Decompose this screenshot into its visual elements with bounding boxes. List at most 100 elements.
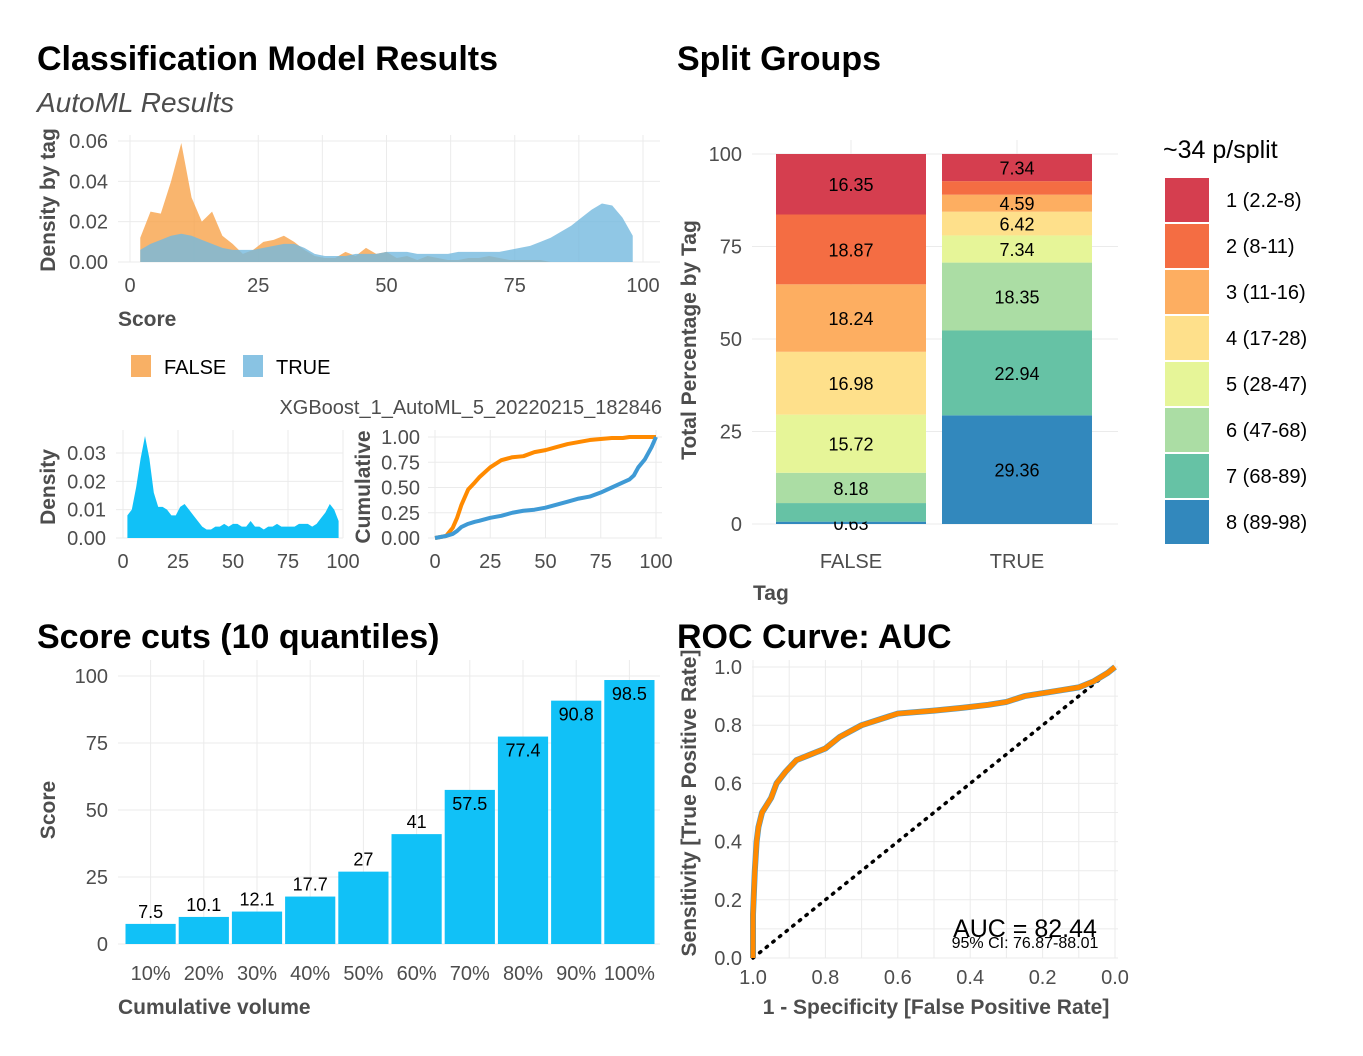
y-tick-label: 0.02 xyxy=(67,471,106,493)
y-tick-label: 100 xyxy=(75,666,108,688)
y-tick-label: 25 xyxy=(720,422,742,444)
x-tick-label: 75 xyxy=(590,551,612,573)
legend-label-2: 2 (8-11) xyxy=(1226,236,1295,258)
x-tick-label: 60% xyxy=(397,963,437,985)
y-tick-label: 0.4 xyxy=(714,832,742,854)
split-segment-1 xyxy=(776,154,926,215)
score-bar xyxy=(178,916,229,944)
score-bar-label: 17.7 xyxy=(293,875,328,895)
y-tick-label: 0.03 xyxy=(67,443,106,465)
y-axis-label: Score xyxy=(37,781,60,839)
legend-swatch-7 xyxy=(1165,454,1209,498)
density-by-tag-chart: 0 25 50 75 100 0.00 0.02 0.04 0.06 Score Density b… xyxy=(37,128,660,331)
score-bar xyxy=(604,680,655,944)
split-segment-6 xyxy=(942,262,1092,331)
split-value-label: 8.18 xyxy=(833,479,868,499)
score-bar-label: 77.4 xyxy=(505,741,540,761)
model-name: XGBoost_1_AutoML_5_20220215_182846 xyxy=(279,397,662,419)
split-value-label: 6.42 xyxy=(999,215,1034,235)
x-tick-label: FALSE xyxy=(820,551,882,573)
legend-swatch-1 xyxy=(1165,178,1209,222)
y-axis-label: Cumulative xyxy=(352,430,375,543)
y-axis-label: Sensitivity [True Positive Rate] xyxy=(678,650,701,957)
main-title: Classification Model Results xyxy=(37,40,498,78)
x-tick-label: 70% xyxy=(450,963,490,985)
x-tick-label: 0.2 xyxy=(1029,967,1057,989)
legend-swatch-3 xyxy=(1165,270,1209,314)
score-bar-label: 57.5 xyxy=(452,794,487,814)
y-tick-label: 0.75 xyxy=(381,452,420,474)
cumulative-line-false xyxy=(434,435,656,540)
y-tick-label: 25 xyxy=(86,867,108,889)
density-area-total xyxy=(127,436,339,538)
x-tick-label: 100 xyxy=(639,551,672,573)
score-bar xyxy=(551,700,602,944)
y-axis-label: Total Percentage by Tag xyxy=(678,220,701,460)
x-tick-label: 100 xyxy=(326,551,359,573)
x-tick-label: 25 xyxy=(479,551,501,573)
legend-label-5: 5 (28-47) xyxy=(1226,374,1307,396)
split-segment-3 xyxy=(942,194,1092,212)
split-segment-3 xyxy=(776,284,926,352)
split-segment-8 xyxy=(776,521,926,524)
score-bar xyxy=(231,911,283,944)
legend-label-6: 6 (47-68) xyxy=(1226,420,1307,442)
score-bar-label: 27 xyxy=(353,850,373,870)
y-tick-label: 0.6 xyxy=(714,773,742,795)
x-tick-label: 80% xyxy=(503,963,543,985)
x-tick-label: 0.0 xyxy=(1101,967,1129,989)
x-axis-label: Tag xyxy=(753,582,789,605)
x-tick-label: 100 xyxy=(626,275,659,297)
legend-label-4: 4 (17-28) xyxy=(1226,328,1307,350)
cumulative-chart: 0 25 50 75 100 0.00 0.25 0.50 0.75 1.00 Cumulative xyxy=(352,427,673,573)
y-tick-label: 0.01 xyxy=(67,500,106,522)
x-tick-label: 50 xyxy=(222,551,244,573)
legend-label-false: FALSE xyxy=(164,357,226,379)
x-tick-label: 50% xyxy=(343,963,383,985)
split-groups-chart: 02550751000.638.1815.7216.9818.2418.8716… xyxy=(678,136,1307,605)
score-bar xyxy=(391,834,442,944)
split-segment-8 xyxy=(942,415,1092,524)
y-tick-label: 75 xyxy=(720,237,742,259)
x-tick-label: 0 xyxy=(117,551,128,573)
split-value-label: 7.34 xyxy=(999,240,1034,260)
x-tick-label: 0.8 xyxy=(811,967,839,989)
legend-label-7: 7 (68-89) xyxy=(1226,466,1307,488)
split-segment-5 xyxy=(942,235,1092,263)
x-tick-label: 0 xyxy=(124,275,135,297)
y-tick-label: 0 xyxy=(731,514,742,536)
x-tick-label: 50 xyxy=(534,551,556,573)
x-tick-label: 75 xyxy=(277,551,299,573)
y-tick-label: 0.02 xyxy=(69,212,108,234)
score-bar xyxy=(338,871,389,944)
y-tick-label: 0.0 xyxy=(714,948,742,970)
legend-label-8: 8 (89-98) xyxy=(1226,512,1307,534)
x-tick-label: 40% xyxy=(290,963,330,985)
split-value-label: 16.35 xyxy=(828,175,873,195)
split-segment-2 xyxy=(776,214,926,285)
score-bar-label: 12.1 xyxy=(239,890,274,910)
split-segment-2 xyxy=(942,181,1092,195)
split-segment-1 xyxy=(942,153,1092,182)
split-value-label: 18.87 xyxy=(828,240,873,260)
legend-swatch-true xyxy=(243,355,263,377)
y-axis-label: Density by tag xyxy=(37,128,60,272)
main-subtitle: AutoML Results xyxy=(35,87,234,118)
density-legend: FALSE TRUE xyxy=(131,355,330,379)
x-tick-label: 0.6 xyxy=(884,967,912,989)
x-tick-label: 0.4 xyxy=(956,967,984,989)
score-bar xyxy=(285,896,336,944)
y-tick-label: 0.00 xyxy=(67,528,106,550)
x-axis-label: Cumulative volume xyxy=(118,996,311,1019)
density-area-true xyxy=(140,203,633,262)
y-axis-label: Density xyxy=(37,449,60,525)
cumulative-line-true xyxy=(434,436,658,540)
y-tick-label: 75 xyxy=(86,733,108,755)
score-bar xyxy=(444,789,495,944)
legend-label-3: 3 (11-16) xyxy=(1226,282,1306,304)
x-tick-label: 100% xyxy=(604,963,655,985)
roc-curve xyxy=(750,665,1117,958)
split-segment-7 xyxy=(942,330,1092,416)
y-tick-label: 0 xyxy=(97,934,108,956)
